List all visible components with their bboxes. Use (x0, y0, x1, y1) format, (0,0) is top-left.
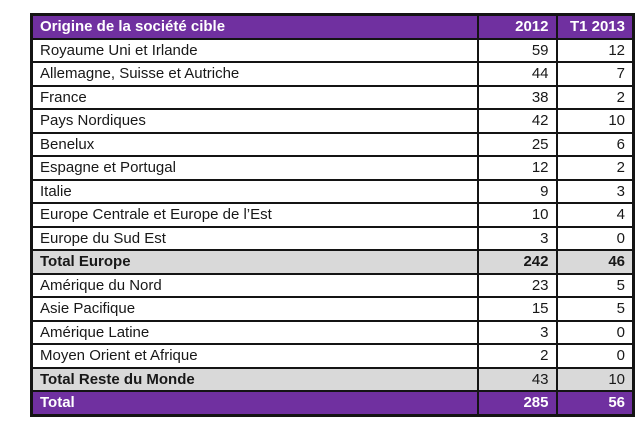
table-row: Amérique Latine 3 0 (30, 319, 635, 345)
table-row: Italie 9 3 (30, 178, 635, 204)
header-col-2012: 2012 (476, 13, 558, 40)
value-t1-2013-cell: 56 (555, 390, 635, 416)
row-label-cell: Total Europe (30, 249, 479, 275)
table-row: Benelux 25 6 (30, 131, 635, 157)
value-2012-cell: 42 (476, 108, 558, 134)
table-row: Moyen Orient et Afrique 2 0 (30, 343, 635, 369)
row-label-cell: France (30, 84, 479, 110)
value-t1-2013-cell: 7 (555, 61, 635, 87)
value-t1-2013-cell: 6 (555, 131, 635, 157)
row-label-cell: Italie (30, 178, 479, 204)
table-header: Origine de la société cible 2012 T1 2013 (30, 13, 635, 40)
value-t1-2013-cell: 46 (555, 249, 635, 275)
value-2012-cell: 43 (476, 366, 558, 392)
table-row: Total Europe 242 46 (30, 249, 635, 275)
table-row: Total 285 56 (30, 390, 635, 416)
table-row: Amérique du Nord 23 5 (30, 272, 635, 298)
table-row: Royaume Uni et Irlande 59 12 (30, 37, 635, 63)
table-body: Royaume Uni et Irlande 59 12 Allemagne, Sui… (30, 37, 635, 416)
row-label-cell: Total Reste du Monde (30, 366, 479, 392)
table-row: Espagne et Portugal 12 2 (30, 155, 635, 181)
origin-table: Origine de la société cible 2012 T1 2013… (30, 13, 635, 417)
value-t1-2013-cell: 2 (555, 84, 635, 110)
table-row: Pays Nordiques 42 10 (30, 108, 635, 134)
value-2012-cell: 44 (476, 61, 558, 87)
value-2012-cell: 242 (476, 249, 558, 275)
value-t1-2013-cell: 0 (555, 225, 635, 251)
row-label-cell: Europe Centrale et Europe de l’Est (30, 202, 479, 228)
row-label-cell: Benelux (30, 131, 479, 157)
value-t1-2013-cell: 12 (555, 37, 635, 63)
value-2012-cell: 285 (476, 390, 558, 416)
value-t1-2013-cell: 2 (555, 155, 635, 181)
row-label-cell: Royaume Uni et Irlande (30, 37, 479, 63)
value-2012-cell: 2 (476, 343, 558, 369)
value-2012-cell: 3 (476, 319, 558, 345)
value-2012-cell: 38 (476, 84, 558, 110)
value-t1-2013-cell: 4 (555, 202, 635, 228)
table-row: Asie Pacifique 15 5 (30, 296, 635, 322)
row-label-cell: Amérique Latine (30, 319, 479, 345)
table-row: Europe Centrale et Europe de l’Est 10 4 (30, 202, 635, 228)
row-label-cell: Asie Pacifique (30, 296, 479, 322)
value-t1-2013-cell: 0 (555, 319, 635, 345)
header-row: Origine de la société cible 2012 T1 2013 (30, 13, 635, 40)
value-2012-cell: 15 (476, 296, 558, 322)
header-col-t1-2013: T1 2013 (555, 13, 635, 40)
value-2012-cell: 10 (476, 202, 558, 228)
value-t1-2013-cell: 5 (555, 272, 635, 298)
value-2012-cell: 12 (476, 155, 558, 181)
value-2012-cell: 9 (476, 178, 558, 204)
row-label-cell: Pays Nordiques (30, 108, 479, 134)
table-row: Europe du Sud Est 3 0 (30, 225, 635, 251)
value-2012-cell: 23 (476, 272, 558, 298)
value-2012-cell: 25 (476, 131, 558, 157)
table-row: Allemagne, Suisse et Autriche 44 7 (30, 61, 635, 87)
row-label-cell: Amérique du Nord (30, 272, 479, 298)
row-label-cell: Total (30, 390, 479, 416)
table-row: France 38 2 (30, 84, 635, 110)
row-label-cell: Europe du Sud Est (30, 225, 479, 251)
row-label-cell: Moyen Orient et Afrique (30, 343, 479, 369)
value-2012-cell: 3 (476, 225, 558, 251)
value-t1-2013-cell: 5 (555, 296, 635, 322)
value-t1-2013-cell: 10 (555, 366, 635, 392)
value-t1-2013-cell: 3 (555, 178, 635, 204)
value-t1-2013-cell: 0 (555, 343, 635, 369)
row-label-cell: Espagne et Portugal (30, 155, 479, 181)
row-label-cell: Allemagne, Suisse et Autriche (30, 61, 479, 87)
value-t1-2013-cell: 10 (555, 108, 635, 134)
table-row: Total Reste du Monde 43 10 (30, 366, 635, 392)
value-2012-cell: 59 (476, 37, 558, 63)
header-label: Origine de la société cible (30, 13, 479, 40)
